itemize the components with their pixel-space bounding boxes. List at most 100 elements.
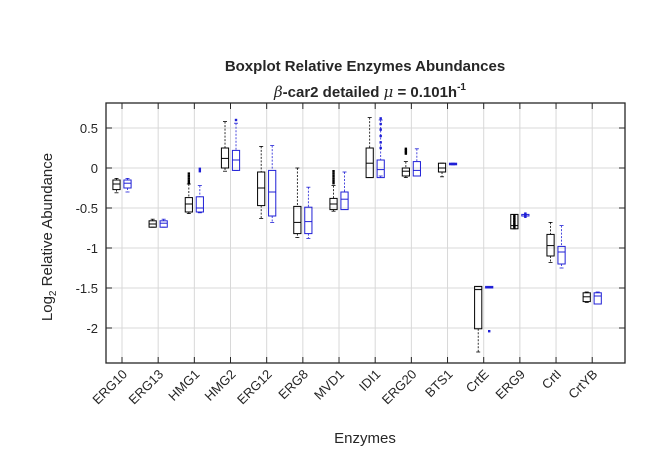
box-bts1-series-1 — [437, 162, 447, 178]
outlier-point — [513, 216, 516, 219]
box-iqr — [268, 169, 277, 217]
x-tick-label: CrtE — [463, 366, 492, 395]
outlier-point — [404, 147, 408, 150]
x-tick-label: ERG12 — [234, 367, 275, 408]
y-tick-label: -0.5 — [76, 201, 98, 216]
y-tick-label: -2 — [86, 321, 98, 336]
title-mu-symbol: μ — [384, 83, 394, 101]
box-iqr — [257, 171, 266, 207]
box-series — [112, 117, 602, 353]
x-tick-label: CrtI — [539, 367, 564, 392]
x-tick-label: MVD1 — [311, 367, 347, 403]
x-axis-label: Enzymes — [334, 430, 396, 447]
box-iqr — [123, 179, 132, 189]
x-tick-label: CrtYB — [565, 367, 600, 402]
box-iqr — [112, 179, 121, 191]
grid-lines — [106, 103, 625, 363]
box-erg9-series-1 — [510, 213, 519, 230]
outlier-point — [332, 177, 335, 180]
outlier-point — [187, 172, 191, 175]
x-tick-label: ERG8 — [275, 367, 311, 403]
outlier-point — [513, 226, 516, 229]
outlier-point — [332, 170, 335, 173]
x-tick-label: ERG13 — [126, 367, 167, 408]
title-rate-exponent: -1 — [457, 82, 466, 93]
box-crti-series-2 — [557, 225, 566, 269]
box-erg10-series-1 — [112, 177, 121, 194]
outlier-point — [379, 134, 382, 138]
x-tick-label: ERG20 — [379, 367, 420, 408]
y-axis-label: Log2 Relative Abundance — [39, 153, 59, 321]
outlier-point — [513, 219, 516, 222]
outlier-point — [332, 172, 335, 175]
outlier-point — [187, 177, 191, 180]
box-crti-series-1 — [546, 221, 555, 263]
outlier-point — [332, 182, 335, 185]
box-iqr — [340, 191, 349, 211]
outlier-point — [513, 224, 516, 227]
y-label-subscript: 2 — [48, 290, 59, 296]
y-tick-label: -1 — [86, 241, 98, 256]
outlier-point — [332, 174, 335, 178]
outlier-point — [513, 222, 516, 226]
box-erg9-series-2 — [521, 212, 530, 218]
outlier-point — [379, 117, 382, 120]
outlier-point — [379, 146, 382, 150]
box-crte-series-2 — [485, 285, 494, 333]
y-tick-label: 0 — [91, 161, 98, 176]
box-hmg1-series-1 — [184, 172, 193, 215]
box-erg12-series-1 — [257, 145, 266, 219]
outlier-point — [513, 221, 516, 224]
box-iqr — [376, 159, 385, 179]
box-erg10-series-2 — [123, 177, 132, 193]
outlier-point — [379, 141, 382, 144]
x-tick-label: IDI1 — [356, 367, 383, 394]
x-tick-label: HMG2 — [201, 367, 238, 404]
box-idi1-series-2 — [376, 117, 385, 179]
outlier-point — [513, 214, 516, 218]
box-mvd1-series-2 — [340, 171, 349, 211]
box-crtyb-series-2 — [593, 291, 602, 305]
plot-background — [106, 103, 625, 363]
box-iqr — [593, 292, 602, 305]
box-iqr — [293, 205, 302, 235]
outlier-point — [404, 152, 408, 155]
box-hmg1-series-2 — [195, 167, 204, 214]
box-erg8-series-1 — [293, 167, 302, 239]
outlier-point — [234, 118, 238, 122]
box-iqr — [401, 167, 410, 177]
y-label-rest: Relative Abundance — [39, 153, 56, 291]
box-iqr — [557, 245, 566, 265]
outlier-point — [187, 182, 191, 185]
box-erg20-series-1 — [401, 147, 410, 179]
outlier-point — [513, 218, 516, 221]
box-bts1-series-2 — [448, 162, 458, 166]
box-iqr — [159, 220, 168, 228]
y-label-log: Log — [39, 296, 56, 321]
box-iqr — [510, 213, 519, 230]
box-erg8-series-2 — [304, 186, 313, 239]
box-erg13-series-1 — [148, 218, 157, 228]
outlier-point — [404, 150, 408, 154]
title-strain-text: -car2 detailed — [283, 84, 384, 101]
box-iqr — [474, 285, 483, 330]
box-iqr — [304, 206, 313, 235]
plot-frame — [105, 102, 626, 364]
box-idi1-series-1 — [365, 117, 374, 179]
outlier-point — [488, 330, 491, 333]
outlier-point — [187, 174, 191, 178]
outlier-point — [198, 167, 202, 170]
title-rate-text: = 0.101h — [393, 84, 457, 101]
box-crte-series-1 — [474, 285, 483, 353]
outlier-point — [187, 179, 191, 182]
chart-title-line1: Boxplot Relative Enzymes Abundances — [225, 58, 505, 75]
y-tick-label: -1.5 — [76, 281, 98, 296]
chart-title-line2: β-car2 detailed μ = 0.101h-1 — [273, 82, 466, 101]
outlier-point — [332, 179, 335, 182]
x-tick-label: ERG10 — [89, 367, 130, 408]
x-tick-label: HMG1 — [165, 367, 202, 404]
outlier-point — [198, 170, 202, 173]
x-tick-label: ERG9 — [492, 367, 528, 403]
